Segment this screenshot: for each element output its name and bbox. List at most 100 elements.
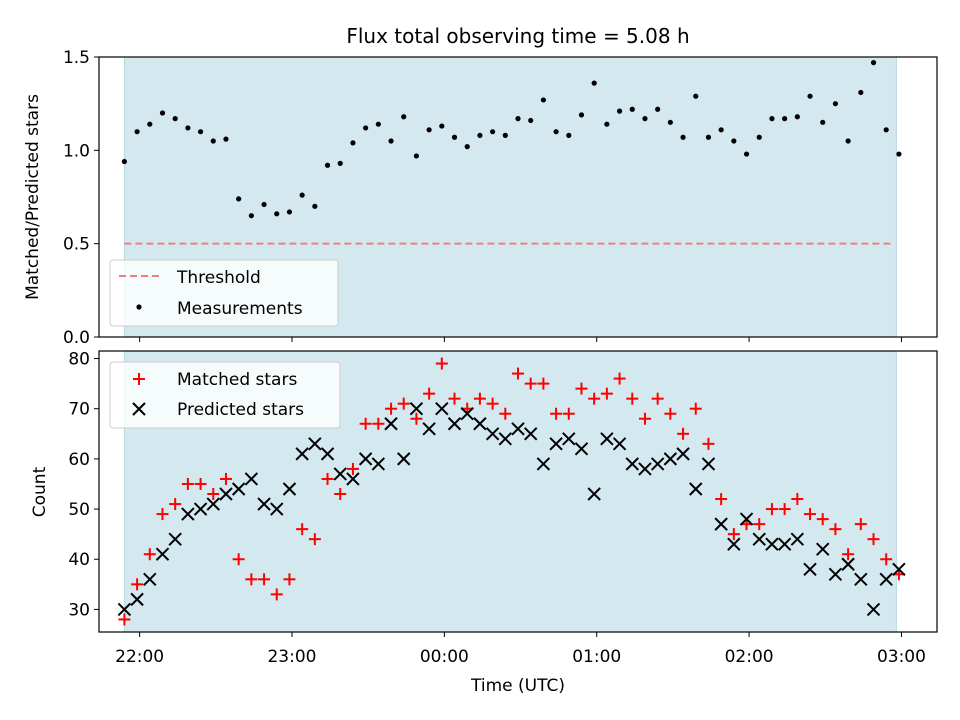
measurement-point — [451, 134, 458, 140]
matched-star-point — [308, 533, 321, 546]
predicted-star-point — [308, 437, 322, 451]
measurement-point — [490, 129, 496, 135]
matched-star-point — [118, 613, 131, 626]
measurement-point — [426, 127, 432, 133]
matched-star-point — [473, 392, 486, 405]
predicted-star-point — [231, 482, 246, 496]
measurement-point — [578, 112, 585, 118]
measurement-point — [540, 97, 546, 103]
count-y-tick-label: 40 — [68, 550, 90, 570]
predicted-star-point — [257, 497, 271, 511]
matched-star-point — [867, 533, 880, 546]
matched-star-point — [677, 427, 690, 440]
x-tick-label: 01:00 — [572, 647, 621, 667]
matched-star-point — [588, 392, 601, 405]
matched-star-point — [359, 417, 372, 430]
predicted-star-point — [600, 432, 614, 446]
matched-star-point — [638, 412, 651, 425]
measurement-point — [502, 132, 508, 138]
measurement-point — [629, 106, 635, 112]
predicted-star-point — [790, 532, 805, 546]
measurement-point — [413, 153, 420, 159]
predicted-star-point — [511, 422, 525, 436]
ratio-legend: Threshold Measurements — [109, 259, 339, 327]
predicted-star-point — [409, 401, 424, 416]
matched-star-point — [499, 407, 512, 420]
predicted-star-point — [155, 547, 170, 561]
count-matched-points — [118, 357, 905, 626]
matched-star-point — [562, 407, 575, 420]
predicted-star-point — [854, 572, 868, 587]
matched-star-point — [232, 553, 245, 566]
count-legend-box — [109, 361, 341, 429]
matched-star-point — [131, 578, 144, 591]
measurement-point — [705, 134, 712, 140]
ratio-y-ticks: 0.0 0.5 1.0 1.5 — [63, 48, 99, 348]
predicted-star-point — [650, 457, 665, 471]
predicted-star-point — [689, 482, 703, 496]
measurement-point — [769, 116, 775, 122]
measurement-point — [337, 160, 343, 166]
measurement-point — [896, 151, 902, 157]
measurement-point — [172, 116, 178, 122]
measurement-point — [134, 129, 140, 135]
matched-star-point — [270, 588, 283, 601]
predicted-star-point — [638, 462, 652, 476]
measurement-point — [248, 213, 254, 219]
matched-star-point — [689, 402, 702, 415]
matched-star-point — [575, 382, 588, 395]
predicted-star-point — [384, 417, 398, 431]
measurement-point — [121, 158, 127, 165]
matched-star-point — [448, 392, 461, 405]
x-tick-label: 22:00 — [115, 647, 164, 667]
predicted-star-point — [371, 457, 386, 471]
measurement-point — [147, 121, 153, 127]
measurement-point — [439, 123, 445, 129]
count-y-tick-label: 30 — [68, 600, 90, 620]
predicted-star-point — [117, 602, 132, 617]
predicted-star-point — [866, 602, 881, 617]
predicted-star-point — [536, 457, 551, 471]
matched-star-point — [626, 392, 639, 405]
predicted-star-point — [447, 417, 462, 431]
measurement-point — [794, 114, 800, 120]
measurement-point — [515, 116, 521, 122]
predicted-star-point — [816, 542, 830, 556]
chart-title: Flux total observing time = 5.08 h — [346, 24, 689, 48]
matched-star-point — [791, 493, 804, 506]
x-tick-label: 23:00 — [267, 647, 316, 667]
measurement-point — [210, 138, 216, 144]
measurement-point — [807, 93, 813, 99]
measurement-point — [642, 116, 648, 122]
matched-star-point — [245, 573, 258, 586]
matched-star-point — [753, 518, 766, 531]
legend-matched-swatch — [133, 373, 145, 385]
measurement-point — [286, 209, 293, 215]
measurement-point — [756, 134, 762, 140]
matched-star-point — [829, 523, 842, 536]
matched-star-point — [410, 412, 423, 425]
measurement-point — [388, 138, 394, 144]
matched-star-point — [854, 518, 867, 531]
matched-star-point — [702, 437, 715, 450]
ratio-y-axis-label: Matched/Predicted stars — [23, 94, 43, 300]
matched-star-point — [524, 377, 537, 390]
predicted-star-point — [460, 407, 474, 421]
measurement-point — [870, 60, 877, 66]
predicted-star-point — [676, 447, 690, 461]
predicted-star-point — [130, 592, 144, 607]
measurement-point — [363, 125, 369, 131]
matched-star-point — [664, 407, 677, 420]
measurement-point — [223, 136, 229, 142]
matched-star-point — [651, 392, 664, 405]
predicted-star-point — [219, 487, 233, 501]
matched-star-point — [258, 573, 271, 586]
predicted-star-point — [714, 517, 728, 531]
matched-star-point — [194, 477, 207, 490]
predicted-star-point — [282, 482, 297, 496]
matched-star-point — [334, 488, 347, 501]
predicted-star-point — [828, 567, 843, 582]
matched-star-point — [296, 523, 309, 536]
count-axes: 30 40 50 60 70 80 22:00 23:00 00:00 01:00 02:00 03… — [30, 350, 938, 696]
predicted-star-point — [892, 562, 906, 576]
